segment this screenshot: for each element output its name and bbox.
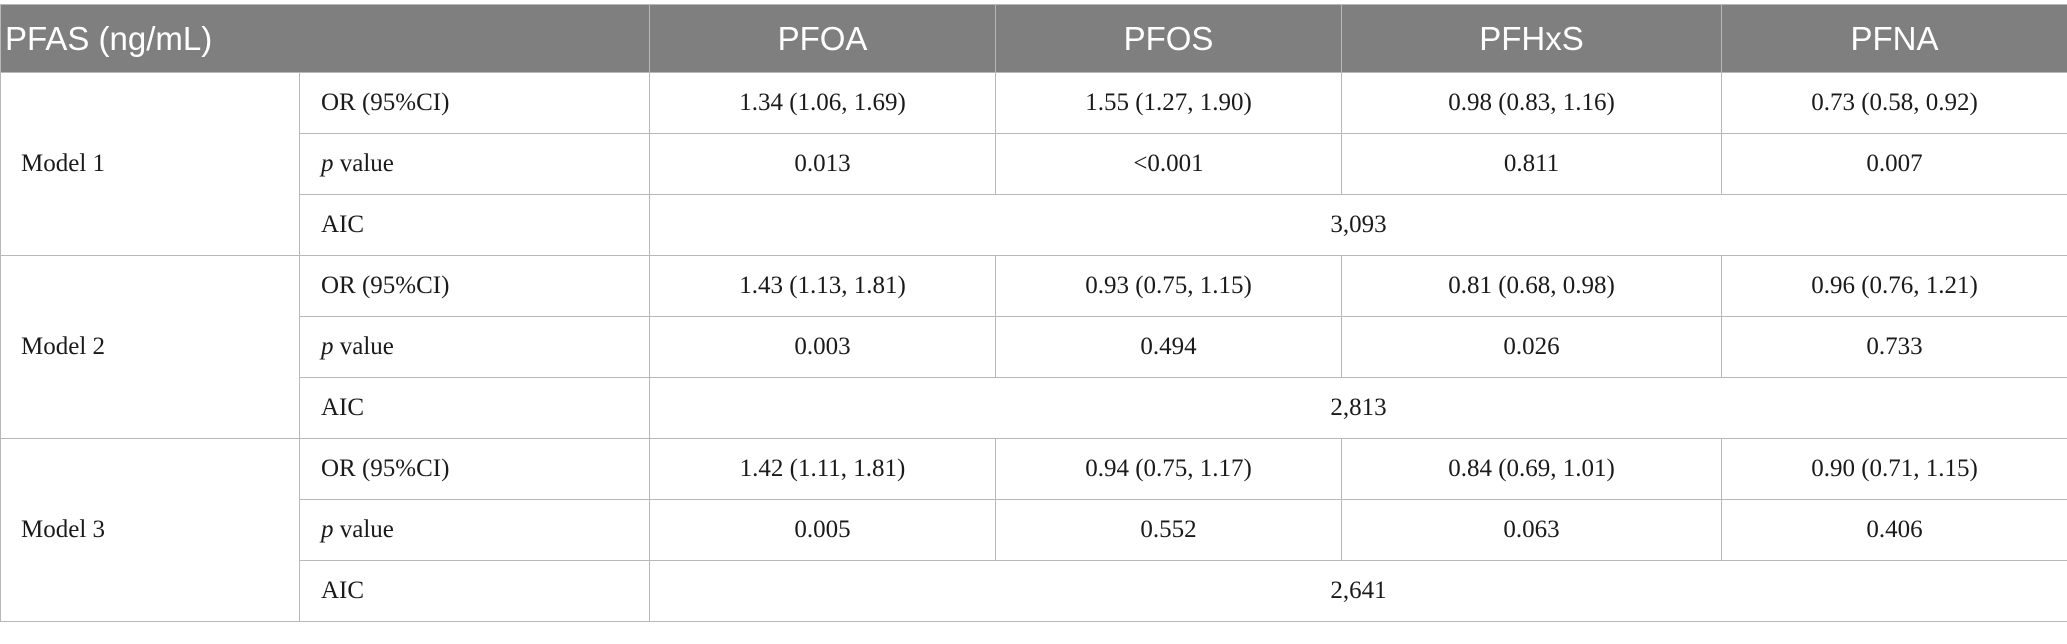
p-value-pfna: 0.406 <box>1721 499 2067 561</box>
table-row: Model 2 OR (95%CI) 1.43 (1.13, 1.81) 0.9… <box>0 255 2067 439</box>
p-symbol: p <box>321 150 334 177</box>
p-label-rest: value <box>333 333 394 360</box>
results-table: PFAS (ng/mL) PFOA PFOS PFHxS PFNA Model … <box>0 4 2067 622</box>
header-col-pfos: PFOS <box>995 4 1343 73</box>
aic-value: 3,093 <box>649 194 2067 256</box>
header-row: PFAS (ng/mL) PFOA PFOS PFHxS PFNA <box>0 4 2067 73</box>
p-value-pfna: 0.733 <box>1721 316 2067 378</box>
p-value-pfhxs: 0.811 <box>1341 133 1723 195</box>
p-value-pfos: 0.552 <box>995 499 1343 561</box>
header-col-pfna: PFNA <box>1721 4 2067 73</box>
table-body: Model 1 OR (95%CI) 1.34 (1.06, 1.69) 1.5… <box>0 72 2067 622</box>
or-value-pfos: 0.93 (0.75, 1.15) <box>995 255 1343 317</box>
or-value-pfos: 0.94 (0.75, 1.17) <box>995 438 1343 500</box>
header-col-pfoa: PFOA <box>649 4 997 73</box>
p-value-pfos: <0.001 <box>995 133 1343 195</box>
aic-value: 2,641 <box>649 560 2067 622</box>
table-row: p value 0.003 0.494 0.026 0.733 <box>1 316 2067 378</box>
p-value-pfhxs: 0.026 <box>1341 316 1723 378</box>
model-name: Model 3 <box>0 438 300 622</box>
table-row: Model 3 OR (95%CI) 1.42 (1.11, 1.81) 0.9… <box>0 438 2067 622</box>
or-label: OR (95%CI) <box>298 72 651 134</box>
p-value-pfna: 0.007 <box>1721 133 2067 195</box>
table-row: AIC 2,641 <box>1 560 2067 622</box>
aic-label: AIC <box>298 194 651 256</box>
or-value-pfoa: 1.34 (1.06, 1.69) <box>649 72 997 134</box>
table-row: AIC 2,813 <box>1 377 2067 439</box>
aic-label: AIC <box>298 560 651 622</box>
or-value-pfoa: 1.42 (1.11, 1.81) <box>649 438 997 500</box>
model-name: Model 1 <box>0 72 300 256</box>
p-value-label: p value <box>298 133 651 195</box>
p-label-rest: value <box>333 516 394 543</box>
table-row: p value 0.005 0.552 0.063 0.406 <box>1 499 2067 561</box>
or-value-pfhxs: 0.81 (0.68, 0.98) <box>1341 255 1723 317</box>
or-value-pfhxs: 0.98 (0.83, 1.16) <box>1341 72 1723 134</box>
or-value-pfhxs: 0.84 (0.69, 1.01) <box>1341 438 1723 500</box>
p-value-label: p value <box>298 316 651 378</box>
aic-label: AIC <box>298 377 651 439</box>
p-value-pfoa: 0.005 <box>649 499 997 561</box>
p-label-rest: value <box>333 150 394 177</box>
p-value-label: p value <box>298 499 651 561</box>
header-pfas-label: PFAS (ng/mL) <box>0 4 651 73</box>
table-row: Model 1 OR (95%CI) 1.34 (1.06, 1.69) 1.5… <box>0 72 2067 256</box>
or-value-pfos: 1.55 (1.27, 1.90) <box>995 72 1343 134</box>
p-value-pfoa: 0.003 <box>649 316 997 378</box>
p-value-pfoa: 0.013 <box>649 133 997 195</box>
or-value-pfna: 0.90 (0.71, 1.15) <box>1721 438 2067 500</box>
or-value-pfna: 0.96 (0.76, 1.21) <box>1721 255 2067 317</box>
or-label: OR (95%CI) <box>298 438 651 500</box>
p-symbol: p <box>321 516 334 543</box>
table-row: p value 0.013 <0.001 0.811 0.007 <box>1 133 2067 195</box>
aic-value: 2,813 <box>649 377 2067 439</box>
p-symbol: p <box>321 333 334 360</box>
table-header: PFAS (ng/mL) PFOA PFOS PFHxS PFNA <box>0 4 2067 73</box>
p-value-pfhxs: 0.063 <box>1341 499 1723 561</box>
p-value-pfos: 0.494 <box>995 316 1343 378</box>
or-value-pfoa: 1.43 (1.13, 1.81) <box>649 255 997 317</box>
header-col-pfhxs: PFHxS <box>1341 4 1723 73</box>
table-row: AIC 3,093 <box>1 194 2067 256</box>
or-value-pfna: 0.73 (0.58, 0.92) <box>1721 72 2067 134</box>
model-name: Model 2 <box>0 255 300 439</box>
or-label: OR (95%CI) <box>298 255 651 317</box>
